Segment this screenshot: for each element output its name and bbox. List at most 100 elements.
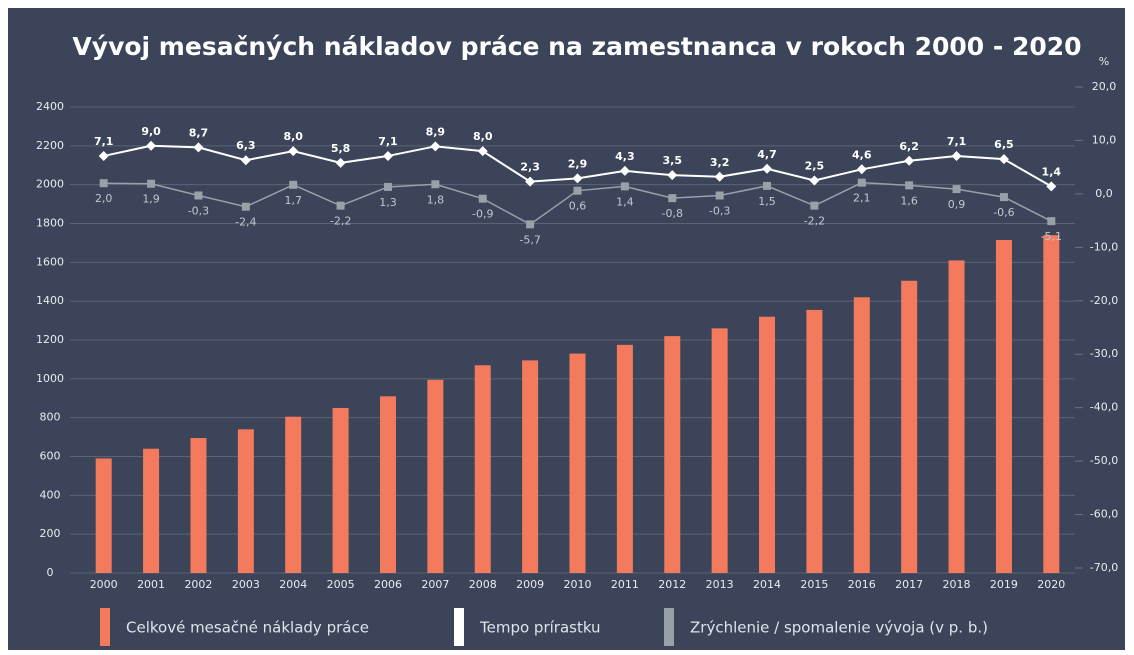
marker	[1047, 217, 1056, 226]
bar	[190, 438, 207, 573]
chart-title: Vývoj mesačných nákladov práce na zamest…	[72, 32, 1081, 61]
y-tick-label: 1600	[36, 255, 64, 268]
data-label: 8,0	[473, 130, 493, 143]
y2-tick-label: -70,0	[1090, 561, 1118, 574]
data-label: 6,5	[994, 138, 1014, 151]
data-label: 4,7	[757, 148, 777, 161]
marker	[288, 146, 299, 157]
x-tick-label: 2001	[137, 578, 165, 591]
marker	[951, 150, 962, 161]
data-label: 7,1	[94, 135, 114, 148]
y-tick-label: 0	[47, 566, 54, 579]
data-label: -2,4	[235, 216, 256, 229]
bar	[522, 360, 539, 573]
data-label: 7,1	[378, 135, 398, 148]
bar	[711, 328, 728, 573]
data-label: 1,5	[758, 195, 776, 208]
data-label: 1,4	[616, 195, 634, 208]
y-tick-label: 800	[40, 411, 61, 424]
x-tick-label: 2000	[90, 578, 118, 591]
bar	[569, 353, 586, 573]
marker	[619, 165, 630, 176]
data-label: 2,1	[853, 192, 871, 205]
x-tick-label: 2003	[232, 578, 260, 591]
data-label: 1,6	[900, 194, 918, 207]
marker	[98, 150, 109, 161]
marker	[763, 181, 772, 190]
y2-tick-label: -60,0	[1090, 508, 1118, 521]
y2-tick-label: -40,0	[1090, 401, 1118, 414]
y-tick-label: 600	[40, 450, 61, 463]
bar	[474, 365, 491, 573]
data-label: -5,7	[519, 233, 540, 246]
marker	[572, 173, 583, 184]
marker	[526, 220, 535, 229]
data-label: 8,7	[189, 126, 209, 139]
data-label: -2,2	[330, 215, 351, 228]
marker	[809, 175, 820, 186]
marker	[146, 140, 157, 151]
y-tick-label: 1800	[36, 217, 64, 230]
data-label: 4,6	[852, 148, 872, 161]
data-label: 7,1	[947, 135, 967, 148]
x-tick-label: 2019	[990, 578, 1018, 591]
x-tick-label: 2009	[516, 578, 544, 591]
marker	[715, 191, 724, 200]
marker	[998, 154, 1009, 165]
marker	[904, 155, 915, 166]
bar	[901, 280, 918, 573]
data-label: 1,8	[427, 193, 445, 206]
marker	[667, 170, 678, 181]
marker	[335, 157, 346, 168]
bar	[143, 448, 160, 573]
x-tick-label: 2020	[1037, 578, 1065, 591]
x-tick-label: 2007	[421, 578, 449, 591]
data-label: 1,9	[142, 193, 160, 206]
y2-tick-label: 0,0	[1095, 187, 1113, 200]
y2-tick-label: 20,0	[1092, 80, 1117, 93]
y2-tick-label: -30,0	[1090, 347, 1118, 360]
marker	[952, 185, 961, 194]
legend-label: Tempo prírastku	[479, 619, 601, 637]
y-tick-label: 2000	[36, 178, 64, 191]
x-tick-label: 2013	[706, 578, 734, 591]
data-label: 6,2	[899, 140, 919, 153]
x-tick-label: 2012	[658, 578, 686, 591]
marker	[193, 142, 204, 153]
y-tick-label: 400	[40, 488, 61, 501]
bar	[237, 429, 254, 573]
data-label: 0,6	[569, 200, 587, 213]
legend-label: Zrýchlenie / spomalenie vývoja (v p. b.)	[690, 619, 988, 637]
data-label: -0,8	[662, 207, 683, 220]
x-tick-label: 2011	[611, 578, 639, 591]
marker	[478, 194, 487, 203]
x-tick-label: 2008	[469, 578, 497, 591]
x-tick-label: 2017	[895, 578, 923, 591]
x-tick-label: 2010	[564, 578, 592, 591]
data-label: 1,3	[379, 196, 397, 209]
marker	[1046, 181, 1057, 192]
x-tick-label: 2002	[184, 578, 212, 591]
legend-label: Celkové mesačné náklady práce	[126, 619, 369, 637]
y-tick-label: 1200	[36, 333, 64, 346]
x-tick-label: 2016	[848, 578, 876, 591]
marker	[620, 182, 629, 191]
legend-swatch	[454, 608, 464, 646]
marker	[99, 179, 108, 188]
marker	[289, 180, 298, 189]
marker	[336, 201, 345, 210]
bar	[95, 458, 112, 573]
x-tick-label: 2015	[800, 578, 828, 591]
data-label: 2,5	[805, 160, 825, 173]
marker	[477, 146, 488, 157]
data-label: -0,3	[709, 204, 730, 217]
marker	[383, 182, 392, 191]
y-tick-label: 2200	[36, 139, 64, 152]
marker	[147, 179, 156, 188]
data-label: 1,4	[1042, 165, 1062, 178]
marker	[668, 194, 677, 203]
y-tick-label: 200	[40, 527, 61, 540]
bar	[379, 396, 396, 573]
y2-tick-label: -10,0	[1090, 240, 1118, 253]
